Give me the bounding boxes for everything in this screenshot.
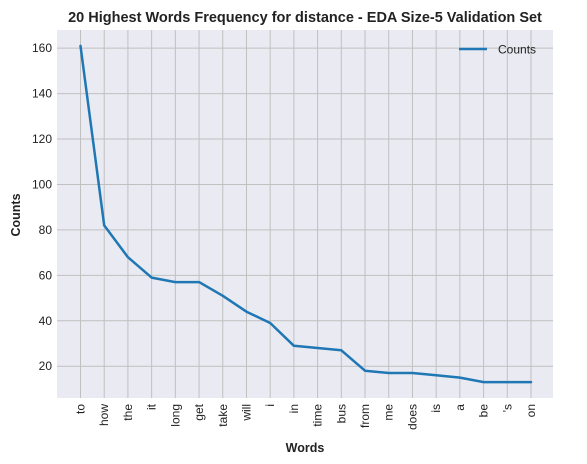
x-tick-label: bus — [334, 404, 348, 423]
x-tick-label: does — [405, 404, 419, 430]
x-tick-label: long — [168, 404, 182, 427]
x-tick-label: be — [477, 404, 491, 418]
y-tick-label: 160 — [32, 41, 52, 55]
x-tick-label: a — [453, 404, 467, 411]
x-tick-label: 's — [500, 404, 514, 412]
y-ticks: 20 40 60 80 100 120 140 160 — [32, 41, 52, 373]
series-group — [79, 44, 533, 384]
series-line-counts — [79, 44, 533, 384]
y-tick-label: 100 — [32, 177, 52, 191]
x-axis-label: Words — [286, 441, 325, 455]
y-tick-label: 40 — [39, 314, 53, 328]
y-tick-label: 80 — [39, 223, 53, 237]
x-tick-label: from — [358, 404, 372, 428]
legend-label: Counts — [498, 43, 536, 57]
x-tick-label: will — [239, 404, 253, 422]
x-tick-label: it — [145, 403, 159, 410]
y-axis-label: Counts — [9, 193, 23, 236]
y-tick-label: 140 — [32, 87, 52, 101]
x-tick-label: how — [97, 404, 111, 426]
x-tick-label: me — [382, 404, 396, 421]
plot-background — [57, 30, 553, 398]
x-tick-label: on — [524, 404, 538, 417]
x-tick-label: time — [311, 404, 325, 427]
y-tick-label: 120 — [32, 132, 52, 146]
x-tick-label: i — [263, 404, 277, 407]
x-tick-label: take — [216, 404, 230, 427]
x-tick-label: the — [121, 404, 135, 421]
grid — [57, 30, 553, 398]
chart-title: 20 Highest Words Frequency for distance … — [68, 10, 542, 26]
x-tick-label: to — [74, 404, 88, 414]
y-tick-label: 20 — [39, 359, 53, 373]
y-tick-label: 60 — [39, 268, 53, 282]
legend: Counts — [459, 43, 536, 57]
x-ticks: to how the it long get take will i in time bus from m… — [74, 403, 539, 430]
x-tick-label: get — [192, 403, 206, 420]
x-tick-label: is — [429, 404, 443, 413]
x-tick-label: in — [287, 404, 301, 413]
